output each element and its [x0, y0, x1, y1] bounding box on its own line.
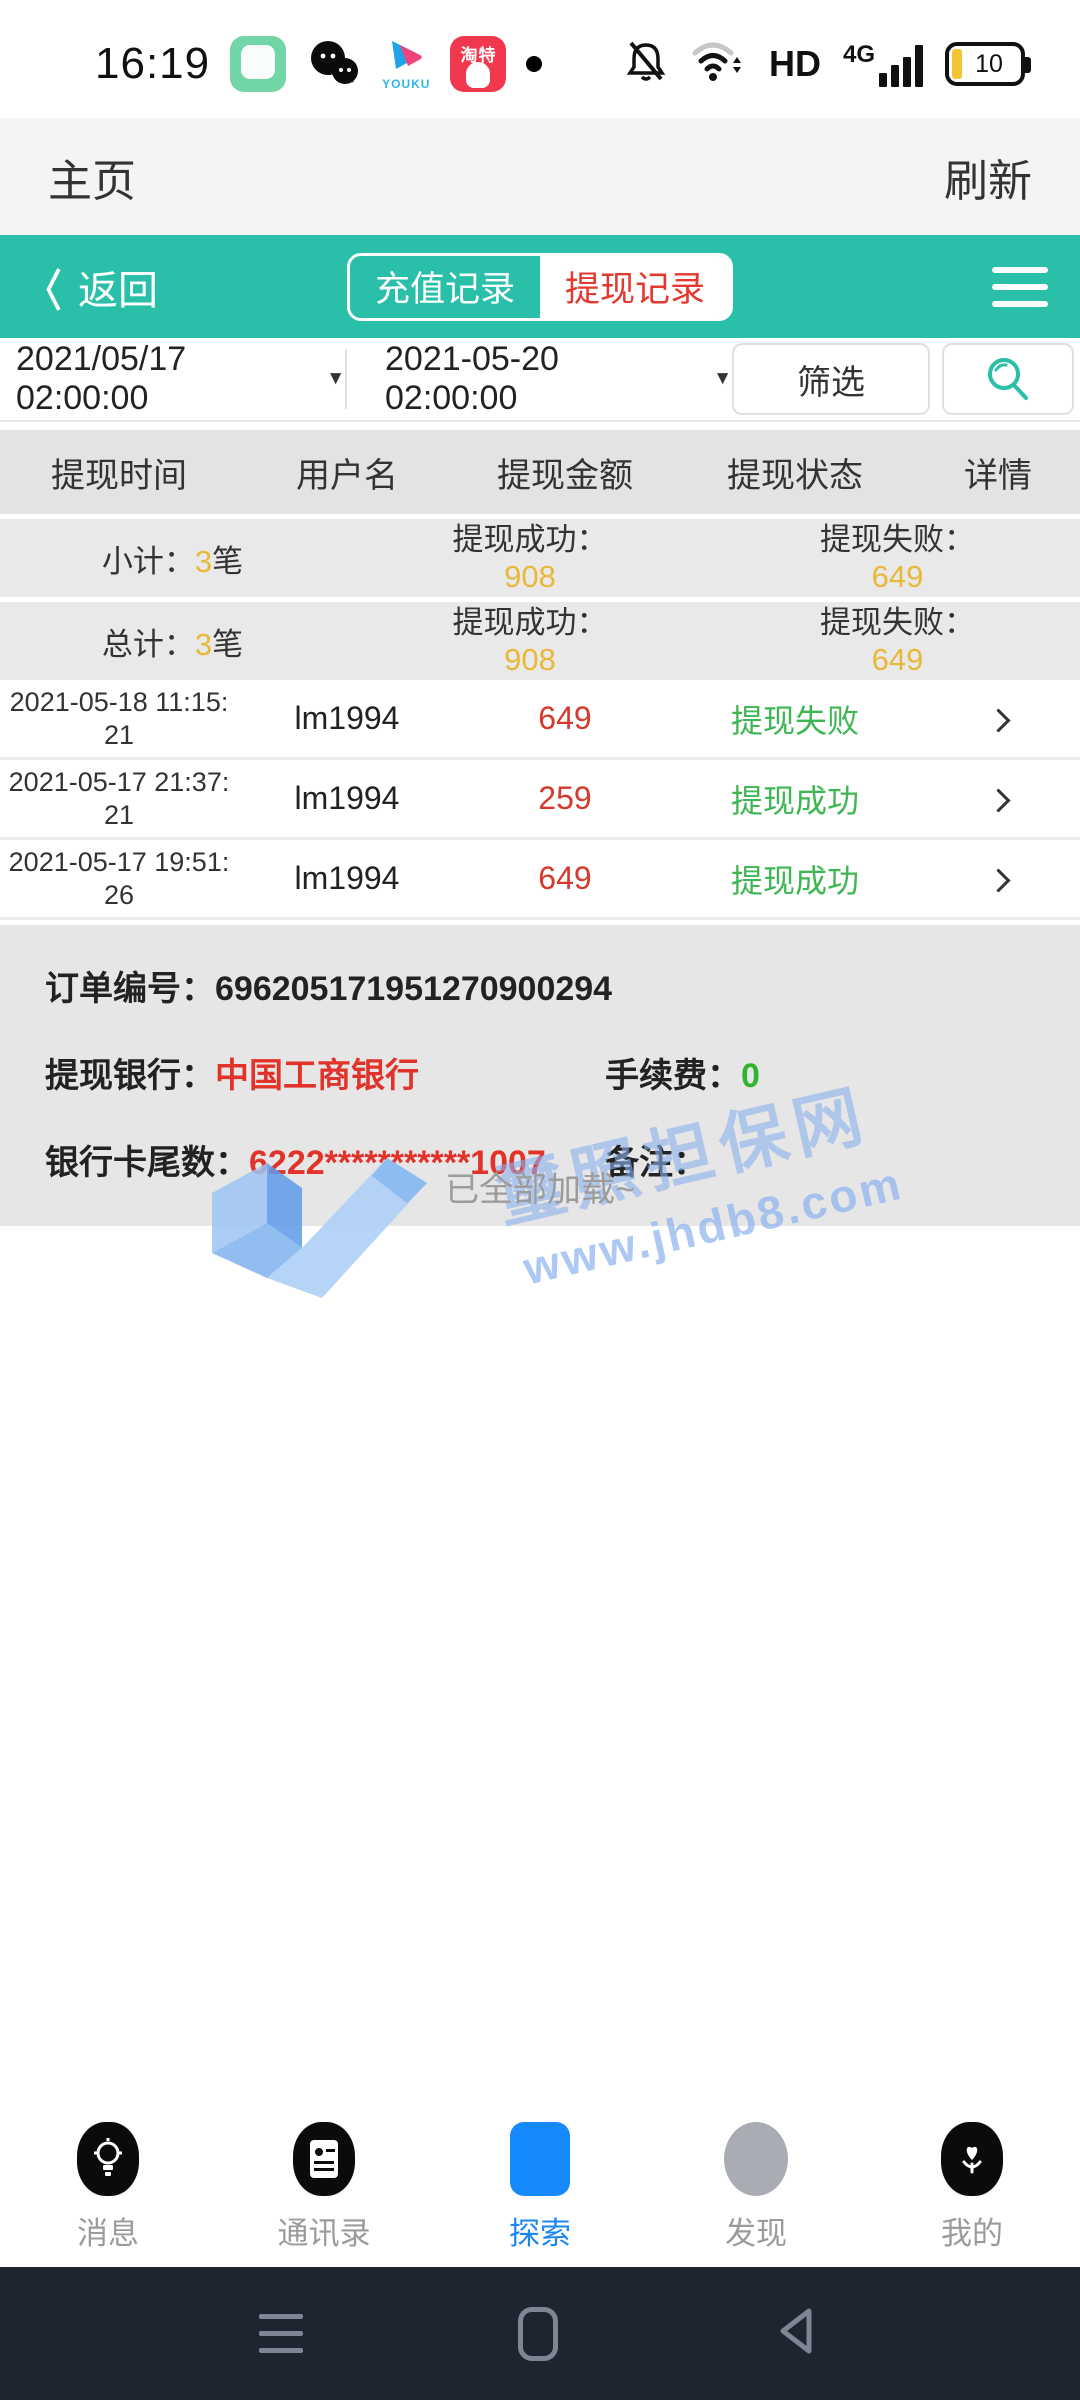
table-row[interactable]: 2021-05-17 21:37:21 lm1994 259 提现成功 — [0, 760, 1080, 840]
wifi-icon — [689, 39, 747, 90]
home-icon[interactable] — [518, 2306, 558, 2361]
notification-dot-icon — [526, 56, 543, 72]
android-back-icon[interactable] — [773, 2305, 821, 2362]
tab-recharge-records[interactable]: 充值记录 — [349, 255, 540, 318]
order-number-line: 订单编号：696205171951270900294 — [45, 961, 1035, 1010]
cell-user: lm1994 — [294, 780, 400, 816]
cell-amount: 259 — [538, 780, 592, 816]
page-title[interactable]: 主页 — [48, 156, 136, 206]
fee-value: 0 — [741, 1057, 760, 1095]
chevron-down-icon: ▼ — [326, 368, 345, 389]
bank-fee-line: 提现银行：中国工商银行 手续费：0 — [45, 1048, 1035, 1097]
tab-contacts[interactable]: 通讯录 — [216, 2090, 432, 2267]
cell-user: lm1994 — [294, 700, 400, 736]
cell-amount: 649 — [538, 860, 592, 896]
divider — [345, 349, 347, 409]
fee-label: 手续费： — [605, 1057, 741, 1095]
teal-nav-bar: 〈 返回 充值记录 提现记录 — [0, 235, 1080, 338]
remark-label: 备注： — [605, 1144, 707, 1182]
status-bar-left: 16:19 YOUKU 淘特 — [95, 36, 543, 92]
cell-status: 提现成功 — [730, 862, 859, 899]
contact-card-icon — [293, 2122, 355, 2196]
cell-status: 提现成功 — [730, 782, 859, 819]
table-header: 提现时间 用户名 提现金额 提现状态 详情 — [0, 430, 1080, 514]
tab-mine[interactable]: 我的 — [864, 2090, 1080, 2267]
tab-messages[interactable]: 消息 — [0, 2090, 216, 2267]
back-button[interactable]: 〈 返回 — [22, 255, 158, 319]
table-row[interactable]: 2021-05-17 19:51:26 lm1994 649 提现成功 — [0, 840, 1080, 920]
col-header-user: 用户名 — [296, 456, 398, 495]
cell-user: lm1994 — [294, 860, 400, 896]
row-detail-button[interactable] — [916, 860, 1080, 897]
table-row[interactable]: 2021-05-18 11:15:21 lm1994 649 提现失败 — [0, 680, 1080, 760]
order-number-label: 订单编号： — [45, 970, 215, 1008]
wechat-icon — [306, 36, 362, 92]
status-bar: 16:19 YOUKU 淘特 — [0, 0, 1080, 118]
bank-label: 提现银行： — [45, 1057, 215, 1095]
search-button[interactable] — [942, 343, 1074, 415]
hd-indicator: HD — [768, 43, 821, 84]
clock: 16:19 — [95, 39, 211, 88]
mute-bell-icon — [625, 39, 667, 90]
summary-row-subtotal: 小计：3笔 提现成功： 908 提现失败： 649 — [0, 519, 1080, 597]
cell-time: 2021-05-17 19:51:26 — [8, 846, 230, 910]
app-header: 主页 刷新 — [0, 118, 1080, 235]
heart-in-hand-icon — [941, 2122, 1003, 2196]
cell-time: 2021-05-18 11:15:21 — [9, 686, 229, 750]
explore-icon — [510, 2122, 570, 2196]
withdraw-detail-panel: 订单编号：696205171951270900294 提现银行：中国工商银行 手… — [0, 925, 1080, 1226]
chevron-down-icon: ▼ — [713, 368, 732, 389]
search-icon — [984, 354, 1032, 405]
order-number-value: 696205171951270900294 — [215, 970, 613, 1008]
watermark-check-logo-icon — [212, 1148, 427, 1303]
col-header-status: 提现状态 — [727, 456, 863, 495]
end-date-select[interactable]: 2021-05-20 02:00:00 ▼ — [385, 340, 732, 417]
filter-button[interactable]: 筛选 — [732, 343, 930, 415]
start-date-select[interactable]: 2021/05/17 02:00:00 ▼ — [16, 340, 345, 417]
discover-icon — [724, 2122, 788, 2196]
youku-icon: YOUKU — [382, 37, 430, 91]
card-remark-line: 银行卡尾数：6222***********1007 备注： — [45, 1135, 1035, 1184]
cell-amount: 649 — [538, 700, 592, 736]
android-nav-bar — [0, 2267, 1080, 2400]
status-bar-right: HD 4G 10 — [625, 39, 1031, 90]
lightbulb-icon — [77, 2122, 139, 2196]
filter-row: 2021/05/17 02:00:00 ▼ 2021-05-20 02:00:0… — [0, 338, 1080, 422]
bottom-tab-bar: 消息 通讯录 探索 发现 — [0, 2090, 1080, 2267]
cell-status: 提现失败 — [730, 702, 859, 739]
tab-discover[interactable]: 发现 — [648, 2090, 864, 2267]
col-header-time: 提现时间 — [51, 456, 187, 495]
col-header-amount: 提现金额 — [497, 456, 633, 495]
back-chevron-icon: 〈 — [26, 266, 62, 316]
taote-icon: 淘特 — [450, 36, 507, 92]
col-header-detail: 详情 — [964, 456, 1032, 495]
battery-level: 10 — [975, 49, 1003, 78]
chevron-right-icon — [985, 708, 1011, 733]
chevron-right-icon — [985, 788, 1011, 813]
row-detail-button[interactable] — [916, 780, 1080, 817]
bank-value: 中国工商银行 — [215, 1057, 419, 1095]
battery-icon: 10 — [945, 42, 1031, 86]
notes-app-icon — [230, 36, 287, 92]
refresh-button[interactable]: 刷新 — [944, 156, 1032, 206]
cell-time: 2021-05-17 21:37:21 — [8, 766, 230, 830]
tab-withdraw-records[interactable]: 提现记录 — [540, 255, 731, 318]
tab-explore[interactable]: 探索 — [432, 2090, 648, 2267]
summary-row-total: 总计：3笔 提现成功： 908 提现失败： 649 — [0, 602, 1080, 680]
menu-icon[interactable] — [992, 266, 1048, 307]
signal-4g-icon: 4G — [843, 41, 923, 87]
record-tabs: 充值记录 提现记录 — [346, 252, 734, 321]
row-detail-button[interactable] — [916, 700, 1080, 737]
card-label: 银行卡尾数： — [45, 1144, 249, 1182]
all-loaded-note: 已全部加载~ — [445, 1171, 635, 1209]
recents-icon[interactable] — [259, 2314, 303, 2353]
chevron-right-icon — [985, 868, 1011, 893]
